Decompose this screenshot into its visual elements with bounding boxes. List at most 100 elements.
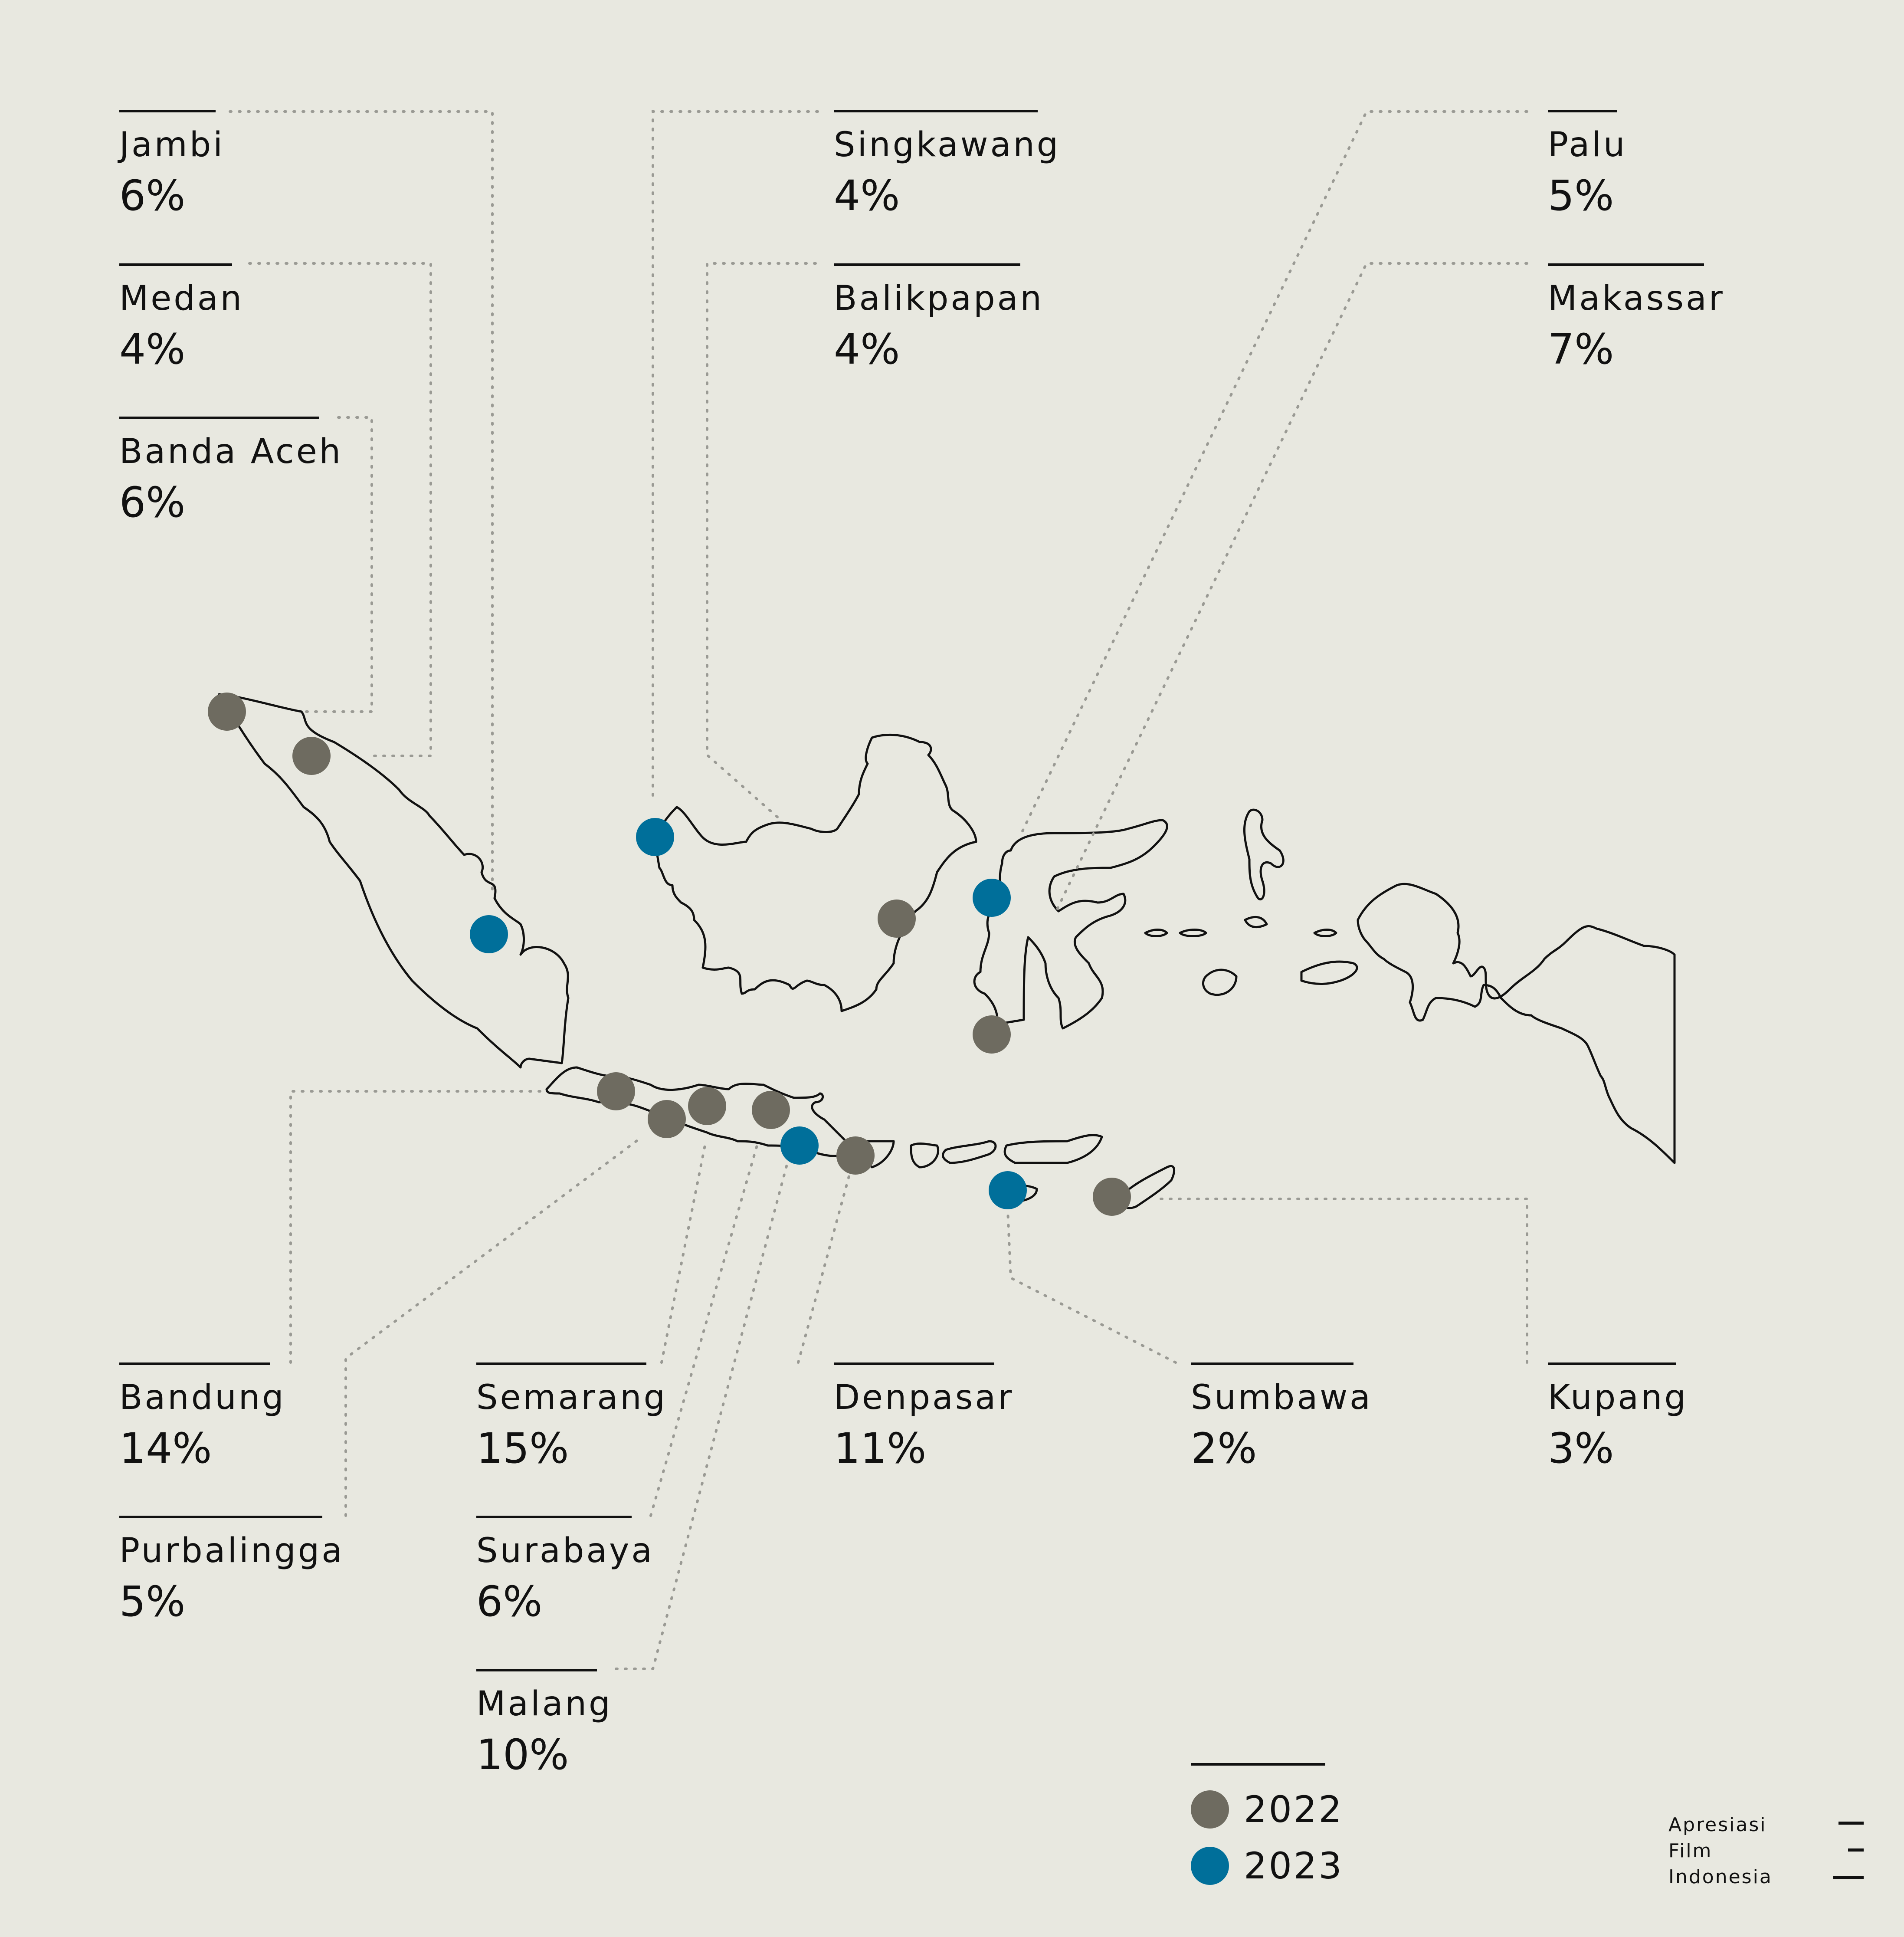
label-rule [119, 110, 216, 112]
city-percentage: 3% [1548, 1424, 1614, 1473]
legend-label-2022: 2022 [1244, 1788, 1344, 1831]
islet-3-outline [1244, 916, 1268, 929]
leader-line-jambi [229, 110, 494, 893]
city-dot-purbalingga [648, 1100, 686, 1138]
buru-outline [1202, 968, 1238, 996]
city-name: Banda Aceh [119, 432, 343, 471]
city-name: Jambi [119, 125, 225, 164]
city-label-purbalingga: Purbalingga 5% [119, 1516, 344, 1622]
city-dot-palu [973, 879, 1011, 917]
kalimantan-outline [654, 734, 977, 1012]
city-percentage: 5% [119, 1577, 186, 1626]
leader-line-kupang [1153, 1198, 1528, 1364]
city-percentage: 4% [834, 171, 900, 220]
city-label-sumbawa: Sumbawa 2% [1191, 1362, 1373, 1469]
city-name: Denpasar [834, 1378, 1014, 1417]
city-percentage: 10% [476, 1730, 569, 1779]
city-label-medan: Medan 4% [119, 263, 244, 370]
city-percentage: 2% [1191, 1424, 1257, 1473]
islet-1-outline [1144, 929, 1168, 937]
city-name: Surabaya [476, 1531, 655, 1570]
city-dot-malang [780, 1126, 819, 1165]
flores-outline [1003, 1134, 1103, 1164]
legend-dot-2023 [1191, 1847, 1229, 1885]
city-dot-sumbawa [989, 1171, 1027, 1209]
legend-item-2022: 2022 [1191, 1788, 1344, 1831]
legend-dot-2022 [1191, 1790, 1229, 1829]
leader-line-balikpapan [706, 262, 817, 821]
city-label-jambi: Jambi 6% [119, 110, 225, 217]
city-name: Semarang [476, 1378, 668, 1417]
city-dot-denpasar [836, 1136, 875, 1175]
label-rule [834, 1362, 994, 1365]
city-dot-makassar [973, 1015, 1011, 1054]
label-rule [834, 263, 1020, 266]
city-label-denpasar: Denpasar 11% [834, 1362, 1014, 1469]
islet-2-outline [1179, 929, 1207, 937]
legend-rule [1191, 1763, 1325, 1766]
leader-line-singkawang [652, 110, 819, 802]
legend-item-2023: 2023 [1191, 1845, 1344, 1887]
lombok-outline [910, 1143, 940, 1169]
logo-bars-icon [1829, 1812, 1864, 1890]
city-percentage: 14% [119, 1424, 212, 1473]
city-percentage: 5% [1548, 171, 1614, 220]
city-label-banda-aceh: Banda Aceh 6% [119, 417, 343, 523]
sulawesi-outline [973, 819, 1168, 1030]
city-percentage: 7% [1548, 325, 1614, 374]
city-name: Palu [1548, 125, 1627, 164]
sumatra-outline [218, 693, 570, 1069]
city-label-kupang: Kupang 3% [1548, 1362, 1688, 1469]
label-rule [119, 417, 319, 419]
city-label-malang: Malang 10% [476, 1669, 613, 1776]
islet-4-outline [1313, 929, 1337, 937]
apresiasi-film-indonesia-logo: Apresiasi Film Indonesia [1668, 1812, 1864, 1890]
city-dot-kupang [1093, 1178, 1131, 1216]
city-percentage: 15% [476, 1424, 569, 1473]
city-name: Makassar [1548, 279, 1725, 318]
city-percentage: 6% [119, 171, 186, 220]
label-rule [834, 110, 1038, 112]
leader-line-denpasar [797, 1170, 852, 1364]
city-percentage: 6% [119, 478, 186, 527]
legend: 2022 2023 [1191, 1763, 1344, 1902]
label-rule [1191, 1362, 1353, 1365]
label-rule [476, 1669, 597, 1671]
city-name: Balikpapan [834, 279, 1044, 318]
logo-line-2: Film [1668, 1840, 1713, 1862]
city-name: Medan [119, 279, 244, 318]
city-dot-surabaya [752, 1091, 790, 1129]
city-dot-balikpapan [878, 900, 916, 938]
city-percentage: 11% [834, 1424, 927, 1473]
city-percentage: 6% [476, 1577, 543, 1626]
city-dot-banda-aceh [208, 693, 246, 731]
leader-line-sumbawa [1006, 1209, 1177, 1364]
city-dot-medan [292, 737, 331, 775]
logo-line-3: Indonesia [1668, 1866, 1773, 1888]
seram-outline [1300, 960, 1358, 985]
city-label-singkawang: Singkawang 4% [834, 110, 1060, 217]
leader-line-medan [248, 262, 432, 757]
label-rule [1548, 1362, 1676, 1365]
label-rule [476, 1516, 632, 1518]
label-rule [1548, 110, 1617, 112]
city-label-makassar: Makassar 7% [1548, 263, 1725, 370]
city-name: Malang [476, 1684, 613, 1724]
city-name: Sumbawa [1191, 1378, 1373, 1417]
city-name: Purbalingga [119, 1531, 345, 1570]
logo-line-1: Apresiasi [1668, 1814, 1767, 1836]
leader-line-bandung [289, 1090, 548, 1364]
city-label-semarang: Semarang 15% [476, 1362, 667, 1469]
city-label-surabaya: Surabaya 6% [476, 1516, 654, 1622]
label-rule [119, 1362, 270, 1365]
halmahera-outline [1243, 808, 1285, 900]
logo-wordmark: Apresiasi Film Indonesia [1668, 1812, 1773, 1890]
city-dot-semarang [688, 1087, 726, 1125]
city-label-bandung: Bandung 14% [119, 1362, 286, 1469]
leader-line-palu [1018, 110, 1528, 839]
city-name: Bandung [119, 1378, 286, 1417]
city-percentage: 4% [834, 325, 900, 374]
label-rule [1548, 263, 1704, 266]
label-rule [476, 1362, 646, 1365]
